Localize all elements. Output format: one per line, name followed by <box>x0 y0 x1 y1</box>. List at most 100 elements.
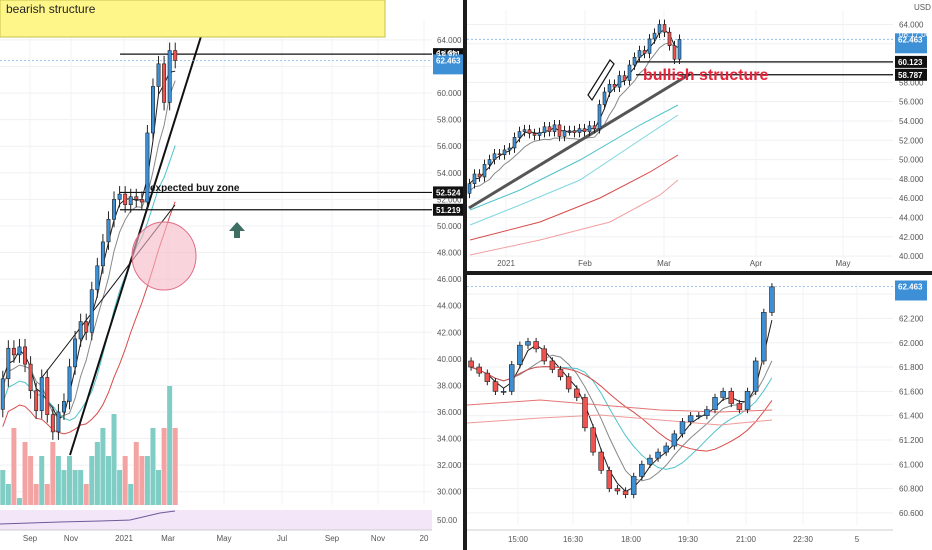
candle-body <box>557 124 562 137</box>
volume-bar <box>105 456 111 505</box>
top-right-countdown: 08:17:06 <box>899 30 931 39</box>
candle-body <box>541 348 547 362</box>
candle-body <box>769 286 775 313</box>
candle-body <box>173 50 178 61</box>
candle-body <box>162 63 167 103</box>
candle-body <box>500 391 507 393</box>
bottom-right-countdown: 02:06 <box>899 300 920 309</box>
x-tick-label: 19:30 <box>678 535 699 544</box>
volume-bar <box>16 498 22 505</box>
volume-bar <box>133 442 139 505</box>
candle-body <box>557 369 564 378</box>
x-tick-label: May <box>216 534 231 543</box>
candle-body <box>622 490 629 495</box>
panel-divider-vertical[interactable] <box>463 0 467 550</box>
volume-bar <box>144 456 150 505</box>
panel-divider-horizontal[interactable] <box>467 271 932 275</box>
moving-average-line <box>466 414 773 426</box>
price-level-label: 51.219 <box>436 206 461 215</box>
candle-body <box>587 125 592 132</box>
moving-average-line <box>470 366 773 452</box>
candle-body <box>34 390 39 411</box>
candle-body <box>527 129 532 134</box>
candle-body <box>761 312 767 362</box>
volume-bar <box>50 442 56 505</box>
candle-body <box>632 56 637 66</box>
current-price-tag <box>895 33 927 54</box>
moving-average-line <box>466 399 773 413</box>
candle-body <box>502 149 507 156</box>
bearish-structure-box[interactable] <box>0 0 386 38</box>
y-tick-label: 42.000 <box>899 233 924 242</box>
candle-body <box>134 196 139 200</box>
y-tick-label: 44.000 <box>899 213 924 222</box>
candle-body <box>467 183 472 194</box>
volume-bar <box>72 470 78 505</box>
moving-average-line <box>469 104 679 211</box>
y-tick-label: 64.000 <box>437 36 462 45</box>
volume-bar <box>122 456 128 505</box>
candle-body <box>663 445 669 453</box>
candle-body <box>622 75 627 81</box>
y-tick-label: 64.000 <box>899 20 924 29</box>
candle-body <box>477 173 482 178</box>
x-tick-label: 21:00 <box>736 535 757 544</box>
trend-line <box>468 72 691 210</box>
y-tick-label: 50.000 <box>899 156 924 165</box>
volume-bar <box>33 484 39 505</box>
y-tick-label: 46.000 <box>899 194 924 203</box>
candle-body <box>547 126 552 132</box>
y-tick-label: 61.400 <box>899 412 924 421</box>
x-tick-label: Sep <box>23 534 38 543</box>
currency-label: USD <box>914 3 931 12</box>
candle-body <box>720 391 726 398</box>
candle-body <box>679 421 686 435</box>
left-countdown: 1d 9h <box>437 49 457 58</box>
candle-body <box>100 241 105 267</box>
candle-body <box>476 366 482 374</box>
candle-body <box>512 137 517 149</box>
x-tick-label: Apr <box>750 259 763 268</box>
candle-body <box>123 193 128 205</box>
structure-flag <box>587 59 615 102</box>
candle-body <box>590 427 596 453</box>
candle-body <box>11 347 16 356</box>
rsi-line <box>0 510 176 525</box>
moving-average-line <box>470 354 773 482</box>
candle-body <box>39 377 44 411</box>
candle-body <box>655 451 661 459</box>
candle-body <box>582 397 588 429</box>
candle-body <box>704 409 710 416</box>
candle-body <box>574 388 580 398</box>
candle-body <box>614 488 621 492</box>
candle-body <box>78 321 83 340</box>
volume-bar <box>5 484 11 505</box>
candle-body <box>565 376 572 390</box>
y-tick-label: 60.000 <box>437 89 462 98</box>
y-tick-label: 52.000 <box>899 136 924 145</box>
candle-body <box>542 126 547 133</box>
candle-body <box>517 131 522 138</box>
candle-body <box>606 470 613 489</box>
candle-body <box>472 173 477 184</box>
candle-body <box>156 63 161 87</box>
x-tick-label: 22:30 <box>793 535 814 544</box>
volume-bar <box>61 470 67 505</box>
y-tick-label: 61.200 <box>899 436 924 445</box>
candle-body <box>484 372 491 382</box>
volume-bar <box>22 442 28 505</box>
price-level-label: 52.524 <box>436 188 461 197</box>
rsi-pane <box>0 510 432 530</box>
candle-body <box>687 415 694 423</box>
volume-bar <box>94 442 100 505</box>
x-tick-label: 20 <box>420 534 429 543</box>
candle-body <box>667 31 672 47</box>
y-tick-label: 60.600 <box>899 509 924 518</box>
y-tick-label: 54.000 <box>899 117 924 126</box>
volume-bar <box>67 456 73 505</box>
candle-body <box>522 129 527 132</box>
volume-bar <box>111 414 117 505</box>
candle-body <box>112 199 117 220</box>
moving-average-line <box>469 179 679 256</box>
